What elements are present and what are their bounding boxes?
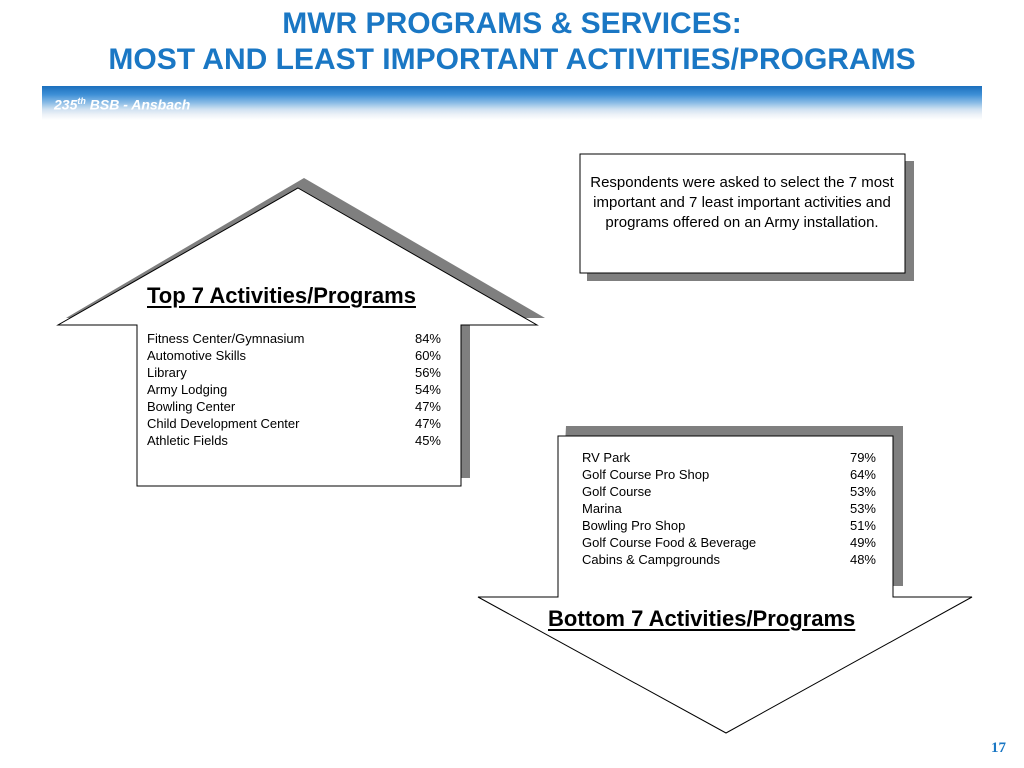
item-percent: 84% — [414, 331, 441, 346]
banner-superscript: th — [77, 96, 86, 106]
item-percent: 60% — [414, 348, 441, 363]
list-item: Army Lodging 54% — [147, 381, 441, 398]
item-percent: 53% — [849, 501, 876, 516]
item-name: Bowling Pro Shop — [582, 518, 686, 533]
bottom-activities-list: RV Park 79% Golf Course Pro Shop 64% Golf … — [582, 449, 876, 568]
top-activities-list: Fitness Center/Gymnasium 84% Automotive S… — [147, 330, 441, 449]
item-name: Athletic Fields — [147, 433, 228, 448]
list-item: Golf Course Food & Beverage 49% — [582, 534, 876, 551]
list-item: Golf Course 53% — [582, 483, 876, 500]
list-item: Library 56% — [147, 364, 441, 381]
list-item: Bowling Pro Shop 51% — [582, 517, 876, 534]
banner-prefix: 235 — [54, 96, 78, 113]
title-line-1: MWR PROGRAMS & SERVICES: — [282, 7, 742, 40]
item-percent: 64% — [849, 467, 876, 482]
item-name: Fitness Center/Gymnasium — [147, 331, 305, 346]
item-name: Golf Course Food & Beverage — [582, 535, 757, 550]
item-percent: 54% — [414, 382, 441, 397]
list-item: Marina 53% — [582, 500, 876, 517]
explanation-note: Respondents were asked to select the 7 m… — [590, 174, 894, 231]
item-name: Golf Course Pro Shop — [582, 467, 710, 482]
item-name: Child Development Center — [147, 416, 300, 431]
item-percent: 47% — [414, 416, 441, 431]
item-percent: 51% — [849, 518, 876, 533]
list-item: Athletic Fields 45% — [147, 432, 441, 449]
list-item: Cabins & Campgrounds 48% — [582, 551, 876, 568]
item-percent: 48% — [849, 552, 876, 567]
item-percent: 45% — [414, 433, 441, 448]
item-percent: 56% — [414, 365, 441, 380]
item-name: RV Park — [582, 450, 631, 465]
top-heading: Top 7 Activities/Programs — [147, 283, 416, 308]
list-item: Fitness Center/Gymnasium 84% — [147, 330, 441, 347]
banner-suffix: BSB - Ansbach — [85, 96, 191, 113]
item-name: Library — [147, 365, 187, 380]
slide-title: MWR PROGRAMS & SERVICES: MOST AND LEAST … — [0, 6, 1024, 78]
item-percent: 47% — [414, 399, 441, 414]
list-item: Automotive Skills 60% — [147, 347, 441, 364]
item-name: Cabins & Campgrounds — [582, 552, 721, 567]
title-line-2: MOST AND LEAST IMPORTANT ACTIVITIES/PROG… — [108, 43, 916, 76]
item-percent: 49% — [849, 535, 876, 550]
item-name: Army Lodging — [147, 382, 228, 397]
item-percent: 53% — [849, 484, 876, 499]
list-item: Child Development Center 47% — [147, 415, 441, 432]
item-name: Automotive Skills — [147, 348, 246, 363]
note-box — [579, 153, 906, 274]
down-arrow — [477, 435, 973, 734]
up-arrow — [56, 187, 539, 487]
list-item: RV Park 79% — [582, 449, 876, 466]
item-name: Marina — [582, 501, 622, 516]
bottom-heading: Bottom 7 Activities/Programs — [548, 606, 856, 631]
item-name: Golf Course — [582, 484, 652, 499]
banner-label: 235th BSB - Ansbach — [54, 96, 190, 113]
list-item: Bowling Center 47% — [147, 398, 441, 415]
header-banner: 235th BSB - Ansbach — [42, 86, 982, 120]
item-percent: 79% — [849, 450, 876, 465]
item-name: Bowling Center — [147, 399, 236, 414]
list-item: Golf Course Pro Shop 64% — [582, 466, 876, 483]
page-number: 17 — [991, 740, 1006, 756]
